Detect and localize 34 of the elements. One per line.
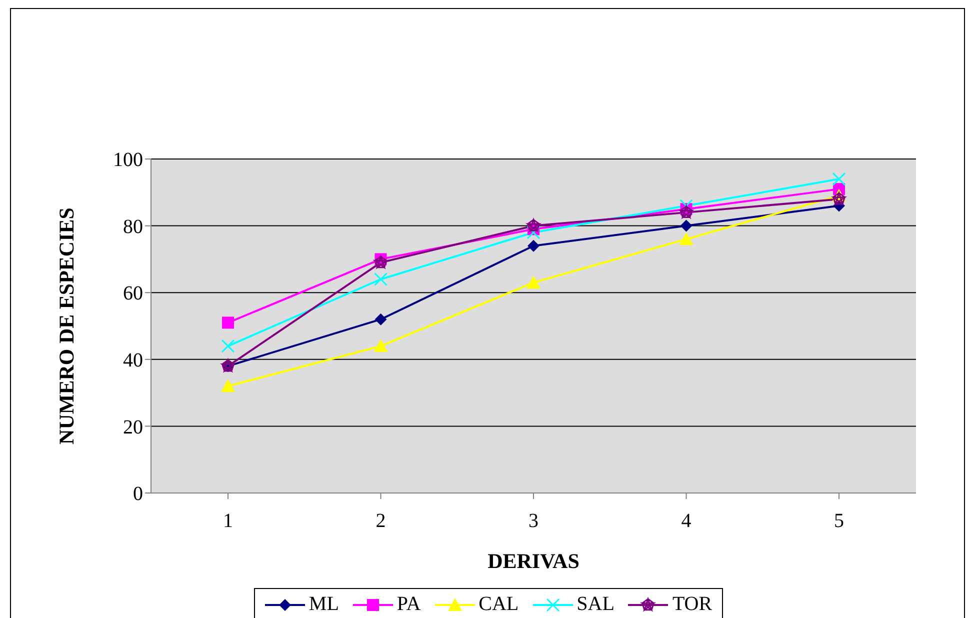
y-axis-title: NUMERO DE ESPECIES bbox=[54, 208, 78, 444]
y-tick-label: 0 bbox=[133, 483, 143, 506]
point bbox=[221, 379, 235, 392]
point bbox=[222, 316, 234, 329]
y-tick-label: 60 bbox=[123, 282, 143, 305]
legend-label: PA bbox=[396, 593, 421, 616]
y-tick-label: 20 bbox=[123, 416, 143, 438]
point bbox=[832, 192, 846, 205]
y-tick-label: 80 bbox=[123, 216, 143, 238]
point bbox=[832, 172, 846, 186]
y-tick-label: 40 bbox=[123, 350, 143, 372]
point bbox=[374, 313, 387, 326]
point bbox=[527, 219, 540, 232]
x-tick-label: 5 bbox=[834, 510, 844, 532]
point bbox=[680, 220, 692, 232]
point bbox=[374, 272, 388, 286]
legend-label: CAL bbox=[478, 593, 519, 616]
legend-label: ML bbox=[308, 593, 339, 616]
x-tick-label: 2 bbox=[376, 510, 386, 532]
x-axis-title: DERIVAS bbox=[488, 548, 580, 573]
point bbox=[679, 232, 694, 246]
x-tick-label: 4 bbox=[681, 510, 692, 532]
point bbox=[526, 276, 540, 289]
point bbox=[526, 226, 540, 240]
x-tick-label: 1 bbox=[223, 510, 233, 532]
point bbox=[221, 339, 235, 353]
point bbox=[374, 339, 388, 352]
x-tick-label: 3 bbox=[528, 510, 538, 532]
point bbox=[680, 206, 693, 218]
point bbox=[374, 256, 388, 268]
legend-label: TOR bbox=[672, 593, 712, 616]
y-tick-label: 100 bbox=[113, 149, 143, 172]
point bbox=[528, 240, 540, 252]
legend-label: SAL bbox=[576, 593, 614, 616]
